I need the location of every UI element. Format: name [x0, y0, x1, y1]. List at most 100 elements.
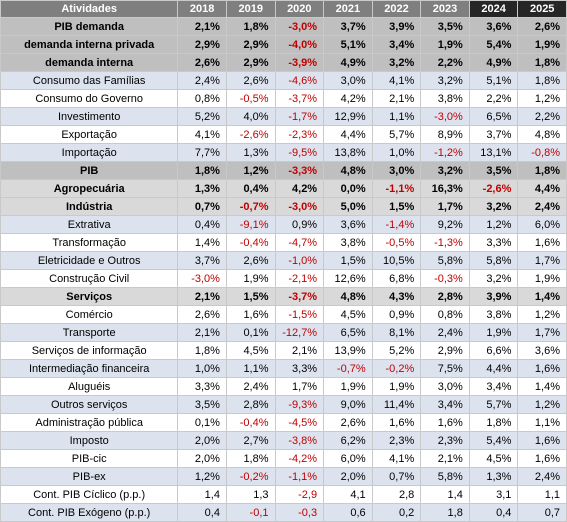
- table-cell: 1,3%: [225, 143, 276, 162]
- table-cell: 0,9%: [371, 305, 422, 324]
- row-label: Outros serviços: [0, 395, 179, 414]
- table-cell: 5,4%: [468, 35, 519, 54]
- table-cell: 2,0%: [177, 449, 227, 468]
- table-cell: 1,0%: [371, 143, 422, 162]
- table-cell: 1,6%: [225, 305, 276, 324]
- table-cell: 2,4%: [517, 197, 567, 216]
- table-cell: -4,5%: [274, 413, 325, 432]
- table-cell: 1,3%: [177, 179, 227, 198]
- table-cell: 0,7%: [177, 197, 227, 216]
- table-cell: 1,8%: [517, 161, 567, 180]
- table-cell: 4,5%: [323, 305, 373, 324]
- table-cell: 5,2%: [371, 341, 422, 360]
- table-cell: 5,1%: [468, 71, 519, 90]
- table-row: Construção Civil -3,0% 1,9% -2,1% 12,6% 6,8% -…: [0, 269, 567, 288]
- table-cell: 1,6%: [371, 413, 422, 432]
- table-cell: 2,4%: [517, 467, 567, 486]
- table-cell: 1,2%: [225, 161, 276, 180]
- row-label: Serviços: [0, 287, 179, 306]
- table-cell: 2,9%: [225, 35, 276, 54]
- table-cell: 3,8%: [468, 305, 519, 324]
- table-cell: 5,0%: [323, 197, 373, 216]
- table-cell: 3,6%: [468, 17, 519, 36]
- table-cell: -0,2%: [225, 467, 276, 486]
- table-cell: -3,0%: [274, 197, 325, 216]
- table-cell: 4,5%: [468, 449, 519, 468]
- table-row: Extrativa 0,4% -9,1% 0,9% 3,6% -1,4% 9,2% 1,2% 6…: [0, 215, 567, 234]
- table-cell: 2,2%: [468, 89, 519, 108]
- table-cell: 1,9%: [517, 269, 567, 288]
- table-cell: 1,2%: [517, 395, 567, 414]
- table-cell: 2,4%: [177, 71, 227, 90]
- table-cell: -3,0%: [274, 17, 325, 36]
- table-cell: 8,9%: [420, 125, 470, 144]
- table-header: Atividades 2018 2019 2020 2021 2022 2023…: [0, 0, 567, 18]
- table-cell: 11,4%: [371, 395, 422, 414]
- table-cell: 13,9%: [323, 341, 373, 360]
- table-cell: 3,7%: [177, 251, 227, 270]
- table-row: Serviços 2,1% 1,5% -3,7% 4,8% 4,3% 2,8% 3,9% 1,4…: [0, 287, 567, 306]
- table-cell: 3,0%: [323, 71, 373, 90]
- table-row: PIB 1,8% 1,2% -3,3% 4,8% 3,0% 3,2% 3,5% 1,8%: [0, 161, 567, 180]
- table-cell: 4,2%: [274, 179, 325, 198]
- table-cell: 0,0%: [323, 179, 373, 198]
- table-cell: 1,7%: [517, 323, 567, 342]
- table-cell: 1,8%: [225, 449, 276, 468]
- table-cell: -3,0%: [177, 269, 227, 288]
- table-cell: 5,4%: [468, 431, 519, 450]
- row-label: Intermediação financeira: [0, 359, 179, 378]
- table-cell: -12,7%: [274, 323, 325, 342]
- table-cell: 1,2%: [468, 215, 519, 234]
- table-cell: 5,2%: [177, 107, 227, 126]
- table-cell: 3,1: [468, 485, 519, 504]
- table-cell: 13,1%: [468, 143, 519, 162]
- table-cell: 1,1%: [371, 107, 422, 126]
- table-cell: 2,4%: [420, 323, 470, 342]
- table-cell: -2,3%: [274, 125, 325, 144]
- table-cell: -0,3%: [420, 269, 470, 288]
- table-cell: 2,6%: [323, 413, 373, 432]
- table-cell: -1,1%: [371, 179, 422, 198]
- table-cell: 4,4%: [517, 179, 567, 198]
- table-cell: 3,8%: [323, 233, 373, 252]
- row-label: Imposto: [0, 431, 179, 450]
- table-row: Administração pública 0,1% -0,4% -4,5% 2,6% 1…: [0, 413, 567, 432]
- table-cell: 1,4%: [517, 287, 567, 306]
- table-cell: 2,1%: [274, 341, 325, 360]
- table-cell: 2,9%: [225, 53, 276, 72]
- table-cell: -0,4%: [225, 413, 276, 432]
- table-cell: -1,1%: [274, 467, 325, 486]
- row-label: Construção Civil: [0, 269, 179, 288]
- table-cell: 6,2%: [323, 431, 373, 450]
- table-cell: 3,9%: [468, 287, 519, 306]
- table-cell: -9,3%: [274, 395, 325, 414]
- table-cell: -1,4%: [371, 215, 422, 234]
- row-label: demanda interna: [0, 53, 179, 72]
- table-cell: 0,8%: [177, 89, 227, 108]
- table-cell: 2,6%: [517, 17, 567, 36]
- table-cell: 1,8: [420, 503, 470, 522]
- table-cell: 4,3%: [371, 287, 422, 306]
- table-cell: -3,9%: [274, 53, 325, 72]
- table-cell: 0,4%: [177, 215, 227, 234]
- table-cell: 4,1%: [371, 449, 422, 468]
- table-cell: -0,7%: [225, 197, 276, 216]
- table-body: PIB demanda 2,1% 1,8% -3,0% 3,7% 3,9% 3,5% 3,6%…: [0, 17, 567, 522]
- table-cell: 5,7%: [468, 395, 519, 414]
- table-cell: 3,4%: [420, 395, 470, 414]
- table-row: Transporte 2,1% 0,1% -12,7% 6,5% 8,1% 2,4% 1,9%…: [0, 323, 567, 342]
- table-cell: 16,3%: [420, 179, 470, 198]
- table-cell: -0,7%: [323, 359, 373, 378]
- table-cell: 0,7: [517, 503, 567, 522]
- table-cell: -2,6%: [225, 125, 276, 144]
- table-cell: 1,6%: [517, 233, 567, 252]
- row-label: Eletricidade e Outros: [0, 251, 179, 270]
- table-cell: 8,1%: [371, 323, 422, 342]
- table-cell: 7,5%: [420, 359, 470, 378]
- col-header-2022: 2022: [371, 0, 422, 18]
- row-label: Indústria: [0, 197, 179, 216]
- table-cell: 1,6%: [420, 413, 470, 432]
- table-cell: 0,1%: [225, 323, 276, 342]
- col-header-2021: 2021: [323, 0, 373, 18]
- table-cell: 1,7%: [274, 377, 325, 396]
